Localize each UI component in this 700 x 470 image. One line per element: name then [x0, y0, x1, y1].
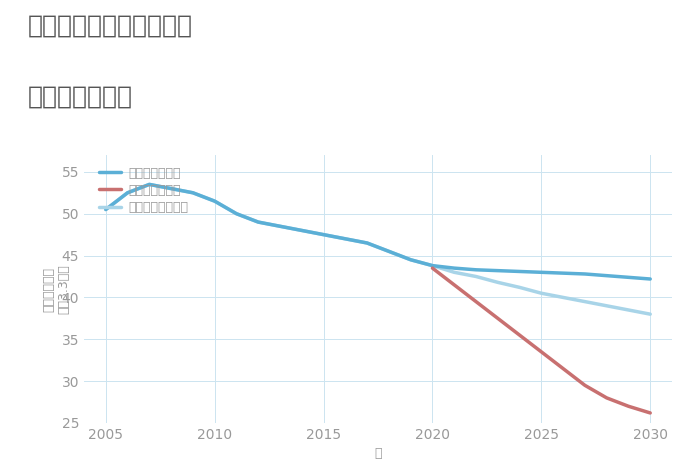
バッドシナリオ [450, 282, 459, 288]
Line: バッドシナリオ: バッドシナリオ [433, 268, 650, 413]
バッドシナリオ [494, 315, 502, 321]
ノーマルシナリオ [559, 295, 567, 300]
グッドシナリオ [341, 236, 349, 242]
グッドシナリオ [232, 211, 241, 217]
グッドシナリオ [624, 274, 633, 280]
グッドシナリオ [603, 273, 611, 278]
バッドシナリオ [603, 395, 611, 401]
バッドシナリオ [624, 403, 633, 409]
バッドシナリオ [559, 366, 567, 371]
グッドシナリオ [385, 249, 393, 254]
ノーマルシナリオ [167, 186, 175, 191]
Y-axis label: 単価（万円）
坪（3.3㎡）: 単価（万円） 坪（3.3㎡） [42, 264, 70, 314]
ノーマルシナリオ [581, 299, 589, 305]
グッドシナリオ [646, 276, 654, 282]
グッドシナリオ [515, 269, 524, 274]
グッドシナリオ [211, 198, 219, 204]
グッドシナリオ [254, 219, 262, 225]
ノーマルシナリオ [254, 219, 262, 225]
グッドシナリオ [407, 257, 415, 263]
グッドシナリオ [450, 265, 459, 271]
ノーマルシナリオ [494, 280, 502, 285]
グッドシナリオ [298, 227, 306, 233]
バッドシナリオ [646, 410, 654, 416]
ノーマルシナリオ [276, 223, 284, 229]
Text: 土地の価格推移: 土地の価格推移 [28, 85, 133, 109]
ノーマルシナリオ [450, 269, 459, 275]
グッドシナリオ [167, 186, 175, 191]
X-axis label: 年: 年 [374, 447, 382, 461]
バッドシナリオ [515, 332, 524, 338]
グッドシナリオ [145, 181, 153, 187]
バッドシナリオ [472, 299, 480, 305]
ノーマルシナリオ [624, 307, 633, 313]
バッドシナリオ [428, 265, 437, 271]
ノーマルシナリオ [603, 303, 611, 309]
ノーマルシナリオ [385, 249, 393, 254]
ノーマルシナリオ [211, 198, 219, 204]
バッドシナリオ [581, 383, 589, 388]
グッドシナリオ [428, 263, 437, 268]
Legend: グッドシナリオ, バッドシナリオ, ノーマルシナリオ: グッドシナリオ, バッドシナリオ, ノーマルシナリオ [96, 164, 191, 217]
ノーマルシナリオ [363, 240, 371, 246]
グッドシナリオ [123, 190, 132, 196]
グッドシナリオ [363, 240, 371, 246]
ノーマルシナリオ [341, 236, 349, 242]
ノーマルシナリオ [472, 274, 480, 279]
グッドシナリオ [581, 271, 589, 277]
ノーマルシナリオ [145, 181, 153, 187]
グッドシナリオ [472, 267, 480, 273]
ノーマルシナリオ [515, 284, 524, 290]
ノーマルシナリオ [189, 190, 197, 196]
ノーマルシナリオ [298, 227, 306, 233]
バッドシナリオ [537, 349, 545, 355]
ノーマルシナリオ [407, 257, 415, 263]
ノーマルシナリオ [537, 290, 545, 296]
Text: 兵庫県姫路市山野井町の: 兵庫県姫路市山野井町の [28, 14, 193, 38]
ノーマルシナリオ [428, 263, 437, 268]
グッドシナリオ [319, 232, 328, 237]
ノーマルシナリオ [319, 232, 328, 237]
ノーマルシナリオ [646, 311, 654, 317]
グッドシナリオ [276, 223, 284, 229]
グッドシナリオ [102, 207, 110, 212]
グッドシナリオ [537, 269, 545, 275]
ノーマルシナリオ [232, 211, 241, 217]
グッドシナリオ [189, 190, 197, 196]
グッドシナリオ [494, 268, 502, 274]
ノーマルシナリオ [123, 190, 132, 196]
Line: グッドシナリオ: グッドシナリオ [106, 184, 650, 279]
Line: ノーマルシナリオ: ノーマルシナリオ [106, 184, 650, 314]
ノーマルシナリオ [102, 207, 110, 212]
グッドシナリオ [559, 270, 567, 276]
